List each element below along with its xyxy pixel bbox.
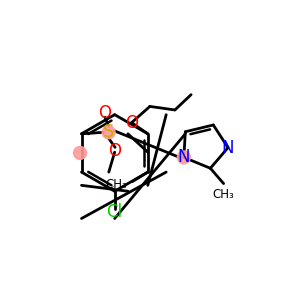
Text: CH₃: CH₃	[213, 188, 235, 201]
Text: S: S	[103, 123, 114, 141]
Text: N: N	[178, 148, 190, 166]
Text: Cl: Cl	[106, 203, 123, 221]
Circle shape	[102, 126, 115, 139]
Text: O: O	[125, 114, 138, 132]
Circle shape	[177, 151, 190, 164]
Text: O: O	[109, 142, 122, 160]
Circle shape	[74, 146, 86, 159]
Text: N: N	[222, 139, 234, 157]
Text: O: O	[99, 104, 112, 122]
Text: CH₃: CH₃	[106, 178, 127, 191]
